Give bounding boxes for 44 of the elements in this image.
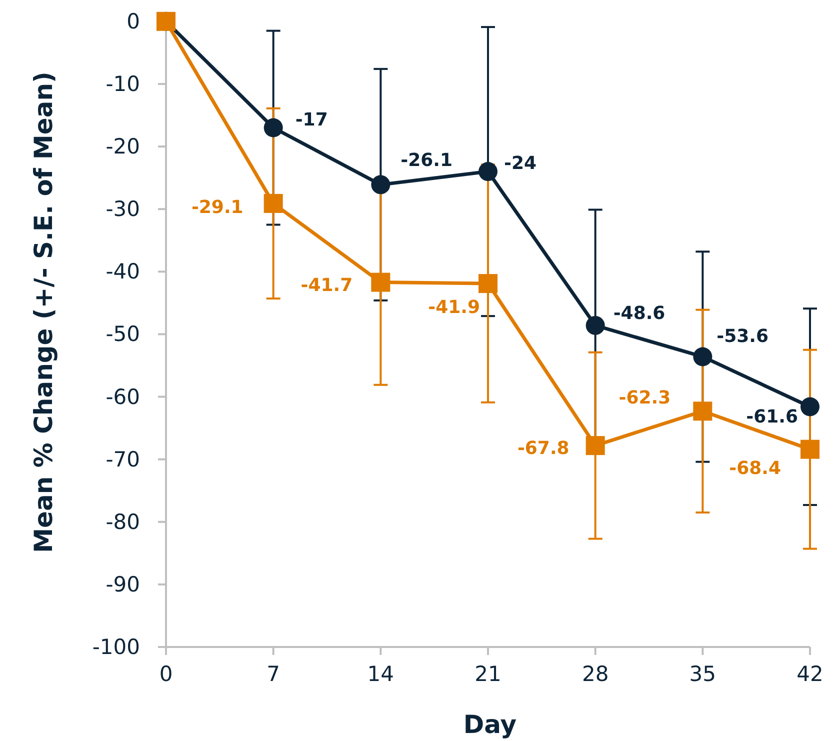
point	[264, 118, 283, 138]
y-tick-label: -50	[106, 322, 140, 346]
data-label: -41.7	[300, 274, 353, 296]
x-tick-label: 21	[474, 662, 502, 686]
data-label: -61.6	[746, 406, 798, 428]
data-label: -67.8	[517, 438, 570, 460]
y-tick-label: -90	[106, 572, 140, 596]
y-tick-label: -40	[106, 260, 140, 284]
y-tick-label: -30	[106, 197, 140, 222]
point	[693, 347, 712, 366]
y-tick-label: -100	[92, 635, 140, 659]
y-tick-label: -10	[106, 72, 140, 96]
point	[478, 274, 498, 294]
data-label: -48.6	[613, 302, 666, 324]
x-tick-label: 14	[367, 662, 394, 686]
point	[371, 272, 390, 292]
y-axis-title: Mean % Change (+/- S.E. of Mean)	[29, 72, 58, 553]
point	[478, 162, 498, 182]
y-tick-label: 0	[126, 9, 140, 34]
x-tick-label: 28	[582, 662, 609, 686]
point	[264, 194, 283, 213]
x-tick-label: 42	[796, 662, 824, 686]
data-label: -62.3	[618, 388, 671, 409]
point	[693, 402, 712, 421]
point	[371, 175, 390, 194]
x-axis-title: Day	[463, 710, 517, 739]
data-label: -53.6	[716, 326, 769, 348]
point	[800, 397, 820, 416]
x-tick-label: 35	[689, 662, 716, 686]
y-tick-label: -70	[106, 447, 140, 472]
y-tick-label: -80	[106, 510, 140, 534]
x-tick-label: 0	[159, 662, 173, 686]
data-label: -68.4	[729, 458, 781, 479]
data-label: -24	[504, 153, 537, 174]
y-tick-label: -20	[106, 134, 140, 159]
data-label: -26.1	[400, 150, 453, 172]
y-tick-label: -60	[106, 384, 140, 409]
data-label: -17	[295, 109, 328, 130]
point	[586, 436, 605, 456]
data-label: -29.1	[191, 196, 244, 218]
point	[586, 316, 605, 335]
data-label: -41.9	[428, 297, 480, 318]
x-tick-label: 7	[266, 662, 280, 686]
point	[800, 440, 820, 459]
